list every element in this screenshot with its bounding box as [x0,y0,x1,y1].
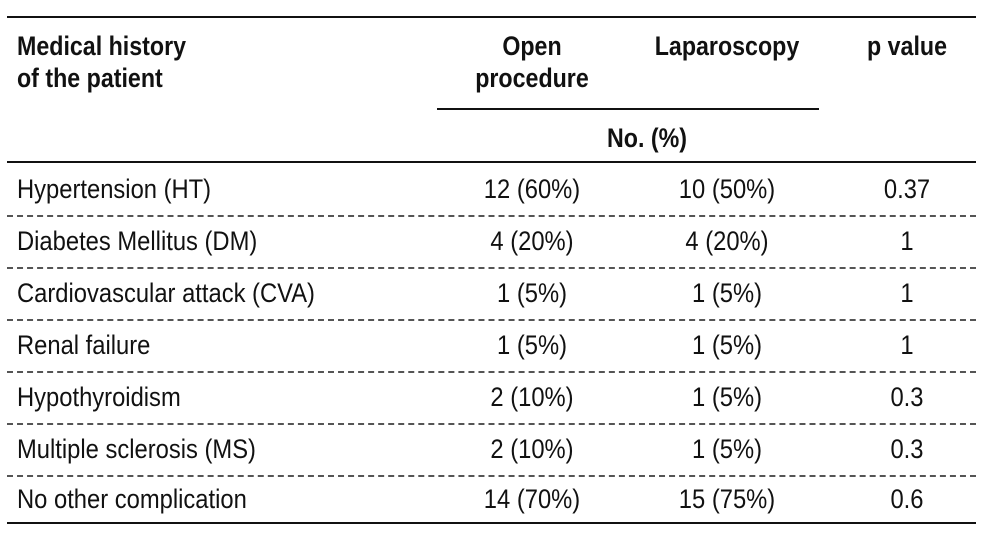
row-p-value: 0.6 [890,484,924,514]
table-row: No other complication 14 (70%) 15 (75%) … [7,473,976,525]
header-open-line1: Open [502,31,562,61]
header-medical-history-line1: Medical history [17,31,187,61]
row-p-value: 0.37 [883,174,931,204]
row-condition: Renal failure [17,330,151,360]
row-laparoscopy-value: 15 (75%) [678,484,776,514]
header-p-value: p value [866,31,948,61]
table-row: Hypothyroidism 2 (10%) 1 (5%) 0.3 [7,371,976,425]
table-header-rule [7,161,976,163]
row-p-value: 0.3 [890,434,924,464]
row-open-value: 4 (20%) [490,226,574,256]
table-row: Cardiovascular attack (CVA) 1 (5%) 1 (5%… [7,267,976,321]
row-condition: Diabetes Mellitus (DM) [17,226,258,256]
header-laparoscopy: Laparoscopy [654,31,800,61]
table-row: Hypertension (HT) 12 (60%) 10 (50%) 0.37 [7,163,976,217]
row-p-value: 1 [900,226,914,256]
row-open-value: 1 (5%) [497,330,567,360]
table-row: Multiple sclerosis (MS) 2 (10%) 1 (5%) 0… [7,423,976,477]
row-condition: Cardiovascular attack (CVA) [17,278,315,308]
table-bottom-rule [7,522,976,524]
row-condition: No other complication [17,484,247,514]
row-laparoscopy-value: 1 (5%) [692,278,762,308]
row-laparoscopy-value: 1 (5%) [692,330,762,360]
header-medical-history: Medical history of the patient [17,30,186,94]
header-open-line2: procedure [475,63,589,93]
row-open-value: 2 (10%) [490,434,574,464]
row-laparoscopy-value: 1 (5%) [692,382,762,412]
row-open-value: 1 (5%) [497,278,567,308]
table-top-rule [7,16,976,18]
row-laparoscopy-value: 1 (5%) [692,434,762,464]
table-row: Diabetes Mellitus (DM) 4 (20%) 4 (20%) 1 [7,215,976,269]
row-condition: Hypothyroidism [17,382,181,412]
row-condition: Multiple sclerosis (MS) [17,434,256,464]
row-condition: Hypertension (HT) [17,174,212,204]
row-open-value: 2 (10%) [490,382,574,412]
row-p-value: 1 [900,330,914,360]
row-open-value: 14 (70%) [483,484,581,514]
row-laparoscopy-value: 4 (20%) [685,226,769,256]
header-no-percent: No. (%) [607,123,687,153]
table-row: Renal failure 1 (5%) 1 (5%) 1 [7,319,976,373]
header-medical-history-line2: of the patient [17,63,163,93]
header-open-procedure: Open procedure [463,30,601,94]
group-header-rule [437,108,819,110]
row-laparoscopy-value: 10 (50%) [678,174,776,204]
row-p-value: 0.3 [890,382,924,412]
row-p-value: 1 [900,278,914,308]
row-open-value: 12 (60%) [483,174,581,204]
